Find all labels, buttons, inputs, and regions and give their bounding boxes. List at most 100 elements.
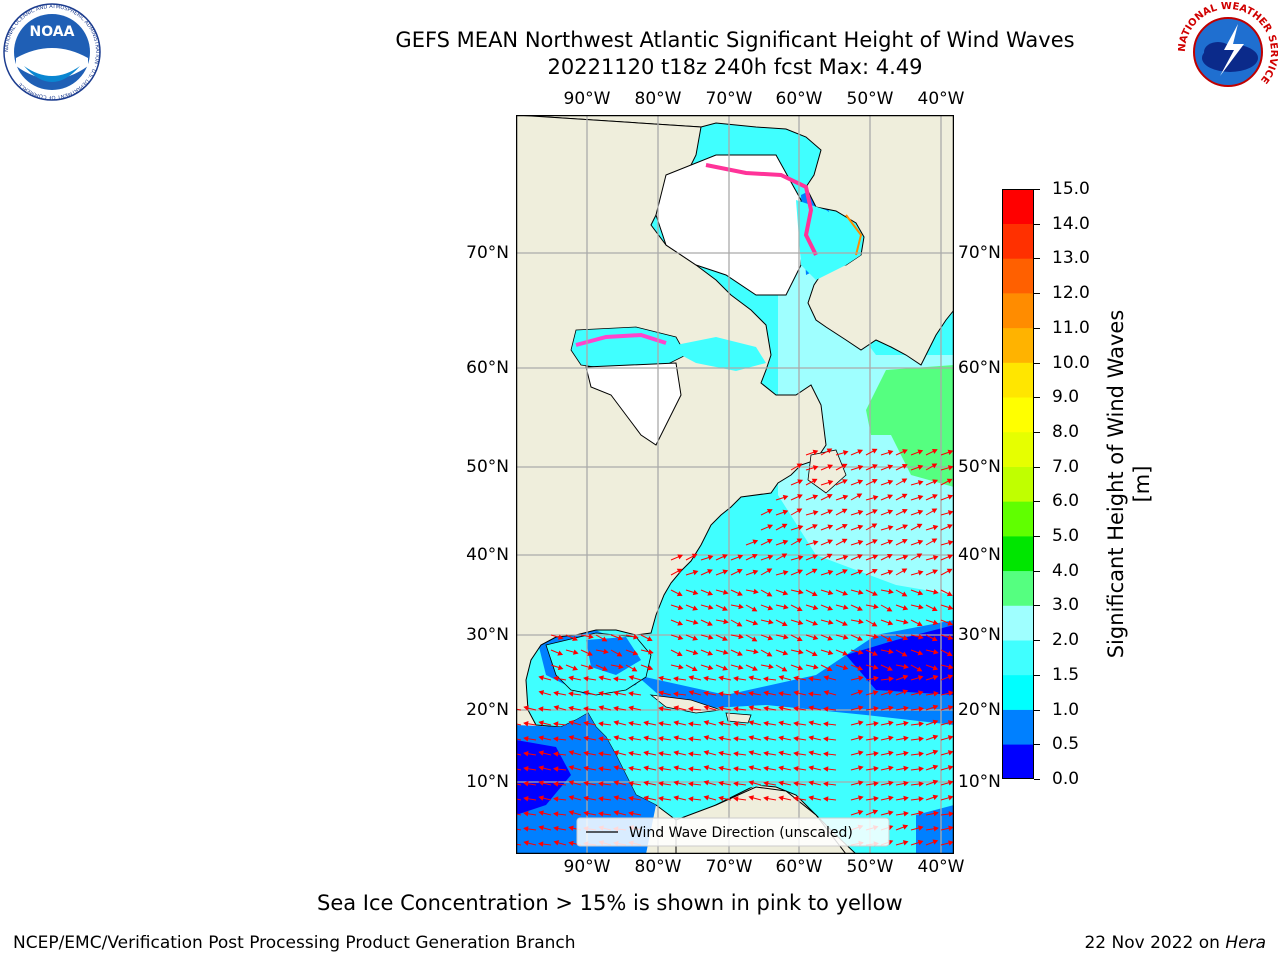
wave-direction-arrowhead [823,706,829,712]
colorbar-cell [1002,397,1034,433]
wave-direction-arrowhead [793,751,799,757]
wave-direction-arrowhead [812,510,819,516]
wave-direction-arrowhead [798,589,804,595]
wave-direction-arrowhead [688,690,695,696]
wave-direction-arrowhead [858,780,864,786]
wave-direction-arrowhead [932,619,939,626]
nws-logo: NATIONAL WEATHER SERVICE [1178,2,1278,100]
colorbar-tick-mark [1034,258,1040,260]
colorbar-cell [1002,640,1034,676]
wave-direction-arrowhead [733,751,739,757]
footer-host: Hera [1225,933,1266,953]
wave-zone-3-4m [866,365,954,487]
pacific-calm-area [516,740,571,815]
wave-direction-arrowhead [568,705,574,712]
colorbar-cell [1002,536,1034,572]
wave-direction-arrowhead [946,651,953,657]
wave-direction-arrowhead [917,650,924,656]
wave-direction-arrowhead [628,765,634,772]
wave-direction-arrowhead [598,736,604,742]
wave-direction-arrowhead [763,795,769,802]
wave-direction-arrowhead [707,554,714,561]
wave-direction-arrowhead [946,591,953,597]
wave-direction-arrowhead [811,568,818,574]
wave-direction-arrowhead [947,735,954,741]
wave-direction-arrowhead [948,664,954,670]
colorbar-tick-mark [1034,223,1040,225]
wave-direction-arrowhead [797,555,804,561]
wave-direction-arrowhead [808,750,814,756]
wave-direction-arrowhead [827,539,834,545]
colorbar-cell [1002,293,1034,329]
wave-direction-arrowhead [763,690,769,696]
wave-direction-arrowhead [707,650,714,656]
wave-direction-arrowhead [857,605,863,611]
colorbar-cell [1002,605,1034,641]
wave-direction-arrowhead [718,691,724,697]
wave-direction-arrowhead [902,554,909,560]
wave-direction-arrowhead [888,648,894,655]
wave-direction-arrowhead [857,589,864,595]
wave-direction-arrowhead [903,795,909,802]
footer-date: 22 Nov 2022 on Hera [1084,933,1266,953]
wave-direction-arrowhead [658,675,664,682]
wave-direction-arrowhead [873,675,879,682]
wave-direction-arrowhead [917,449,924,455]
wave-direction-arrowhead [808,705,814,711]
wave-direction-arrowhead [858,735,864,741]
wave-direction-arrowhead [932,734,939,740]
wave-direction-arrowhead [763,705,769,712]
wave-direction-arrowhead [778,720,784,726]
newfoundland-island [807,449,847,494]
colorbar-tick-label: 1.0 [1052,699,1080,720]
wave-direction-arrowhead [857,665,864,671]
wave-direction-arrowhead [812,465,819,471]
wave-direction-arrowhead [782,509,789,515]
wave-direction-arrowhead [557,650,564,656]
wave-direction-arrowhead [841,463,848,469]
wave-direction-arrowhead [931,463,938,469]
wave-direction-arrowhead [918,604,924,610]
wave-direction-arrowhead [811,651,818,657]
wave-direction-arrowhead [782,539,789,545]
wave-direction-arrowhead [688,751,694,757]
wave-direction-arrowhead [857,449,864,455]
wave-direction-arrowhead [812,524,818,530]
wave-direction-arrowhead [842,604,849,610]
footer-date-text: 22 Nov 2022 on [1084,933,1226,953]
wave-direction-arrowhead [553,840,560,846]
lon-tick-bottom: 70°W [705,857,753,877]
wave-direction-arrow [516,708,522,711]
wave-direction-arrowhead [763,765,769,772]
wave-direction-arrowhead [587,664,594,670]
wave-direction-arrowhead [538,750,544,756]
wave-direction-arrowhead [793,736,799,742]
wave-direction-arrowhead [811,478,818,484]
wave-direction-arrowhead [918,721,924,727]
wave-direction-arrowhead [887,620,894,626]
wave-direction-arrowhead [763,676,769,682]
wave-direction-arrowhead [902,605,909,611]
wave-direction-arrowhead [931,508,938,514]
wave-direction-arrowhead [703,705,710,711]
wave-direction-arrowhead [538,795,544,801]
wave-direction-arrowhead [902,824,909,830]
wave-direction-arrowhead [658,690,664,696]
wave-direction-arrowhead [902,840,909,846]
colorbar-cell [1002,258,1034,294]
wave-direction-arrowhead [872,509,878,515]
colorbar-tick-label: 7.0 [1052,456,1080,477]
wave-direction-arrowhead [932,674,939,681]
wave-direction-arrowhead [738,633,744,640]
wave-direction-arrowhead [583,780,589,787]
wave-direction-arrowhead [598,796,604,802]
map-legend: Wind Wave Direction (unscaled) [576,817,890,847]
wave-direction-arrowhead [628,735,634,742]
wave-direction-arrowhead [658,736,664,742]
wave-direction-arrowhead [793,690,799,696]
wave-direction-arrowhead [766,591,773,597]
wave-direction-arrowhead [778,795,784,801]
wave-direction-arrowhead [796,463,803,469]
wave-direction-arrowhead [888,705,894,711]
wave-direction-arrowhead [736,621,743,627]
